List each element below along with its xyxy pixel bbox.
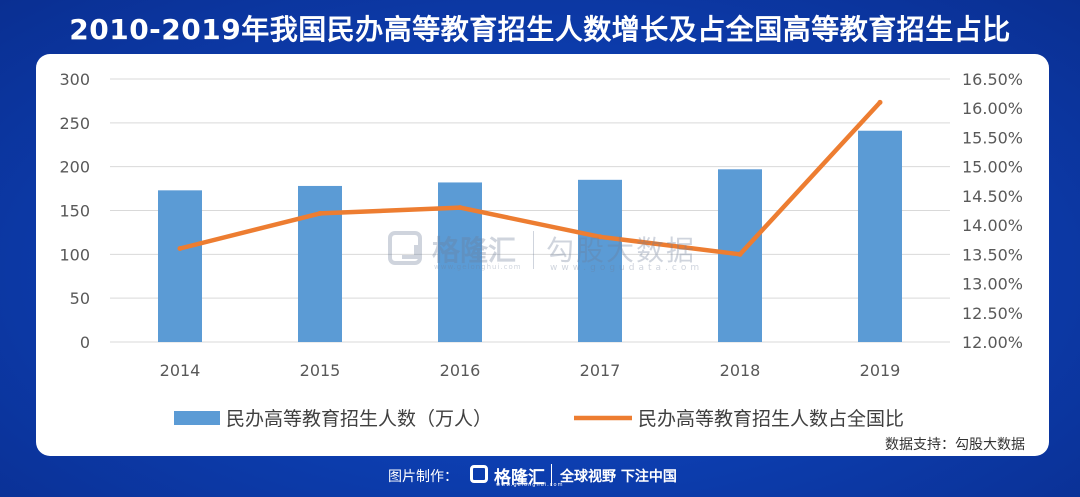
legend-bar-swatch bbox=[174, 411, 220, 425]
series-line bbox=[177, 100, 883, 257]
y-right-tick-label: 13.00% bbox=[962, 275, 1023, 294]
bar bbox=[158, 190, 202, 342]
watermark-name: 勾股大数据 bbox=[546, 234, 697, 267]
line-point bbox=[877, 99, 883, 105]
y-left-tick-label: 250 bbox=[59, 114, 90, 133]
bar bbox=[298, 185, 342, 342]
line-point bbox=[457, 205, 463, 211]
x-tick-label: 2016 bbox=[440, 361, 481, 380]
y-left-tick-label: 200 bbox=[59, 158, 90, 177]
chart-title: 2010-2019年我国民办高等教育招生人数增长及占全国高等教育招生占比 bbox=[69, 13, 1011, 46]
watermark-logo-icon bbox=[388, 231, 422, 265]
footer: 图片制作： 格隆汇 www.gelonghui.com 全球视野 下注中国 bbox=[0, 462, 1080, 488]
y-right-tick-label: 14.00% bbox=[962, 216, 1023, 235]
watermark-separator bbox=[533, 231, 534, 269]
line-point bbox=[737, 251, 743, 257]
footer-separator bbox=[551, 464, 552, 486]
data-source: 数据支持：勾股大数据 bbox=[885, 437, 1025, 453]
x-tick-label: 2014 bbox=[160, 361, 201, 380]
y-left-tick-label: 150 bbox=[59, 202, 90, 221]
footer-brand: 格隆汇 bbox=[494, 468, 545, 488]
x-tick-label: 2017 bbox=[580, 361, 621, 380]
y-right-tick-label: 13.50% bbox=[962, 245, 1023, 264]
chart-card: 0 50 100 150 200 250 300 12.00% 12.50% 13.00% 13.5… bbox=[36, 54, 1049, 456]
x-tick-label: 2018 bbox=[720, 361, 761, 380]
y-right-tick-label: 12.50% bbox=[962, 304, 1023, 323]
bar bbox=[578, 179, 622, 342]
legend-bar-label: 民办高等教育招生人数（万人） bbox=[226, 408, 492, 430]
y-left-tick-label: 100 bbox=[59, 245, 90, 264]
bar bbox=[858, 130, 902, 342]
watermark-url: www.gogudata.com bbox=[550, 263, 704, 273]
x-tick-label: 2015 bbox=[300, 361, 341, 380]
x-tick-label: 2019 bbox=[860, 361, 901, 380]
footer-slogan: 全球视野 下注中国 bbox=[560, 469, 677, 485]
y-right-tick-label: 12.00% bbox=[962, 333, 1023, 352]
line-point bbox=[597, 234, 603, 240]
y-right-tick-label: 16.50% bbox=[962, 70, 1023, 89]
y-left-tick-label: 0 bbox=[80, 333, 90, 352]
chart-svg: 0 50 100 150 200 250 300 12.00% 12.50% 13.00% 13.5… bbox=[59, 70, 1023, 430]
y-right-tick-label: 15.00% bbox=[962, 158, 1023, 177]
watermark-brand: 格隆汇 bbox=[432, 234, 517, 267]
y-right-tick-label: 16.00% bbox=[962, 99, 1023, 118]
footer-logo-icon bbox=[470, 465, 488, 483]
y-left-tick-label: 300 bbox=[59, 70, 90, 89]
footer-brand-url: www.gelonghui.com bbox=[496, 482, 564, 488]
footer-made-by: 图片制作： bbox=[388, 469, 458, 485]
watermark-brand-url: www.gelonghui.com bbox=[434, 263, 522, 271]
y-right-tick-label: 14.50% bbox=[962, 187, 1023, 206]
y-right-tick-label: 15.50% bbox=[962, 128, 1023, 147]
y-left-tick-label: 50 bbox=[70, 289, 90, 308]
line-point bbox=[177, 245, 183, 251]
line-point bbox=[317, 210, 323, 216]
watermark: 格隆汇 www.gelonghui.com 勾股大数据 www.gogudata… bbox=[388, 229, 708, 279]
legend-line-label: 民办高等教育招生人数占全国比 bbox=[638, 408, 904, 430]
